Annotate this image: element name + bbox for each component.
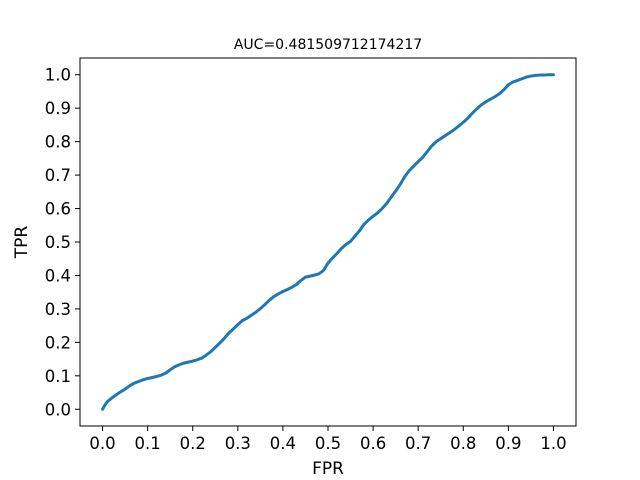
y-tick-label: 0.4 bbox=[45, 266, 71, 285]
y-axis-label: TPR bbox=[12, 226, 32, 260]
x-tick-label: 0.1 bbox=[135, 434, 161, 453]
x-tick-label: 0.7 bbox=[405, 434, 431, 453]
y-tick-label: 0.1 bbox=[45, 367, 71, 386]
y-tick-label: 1.0 bbox=[45, 66, 71, 85]
y-tick-label: 0.7 bbox=[45, 166, 71, 185]
y-tick-label: 0.3 bbox=[45, 300, 71, 319]
y-tick-label: 0.9 bbox=[45, 99, 71, 118]
x-axis-label: FPR bbox=[312, 459, 344, 479]
x-tick-label: 1.0 bbox=[540, 434, 566, 453]
y-tick-label: 0.2 bbox=[45, 333, 71, 352]
x-tick-label: 0.8 bbox=[450, 434, 476, 453]
plot-area: 0.0 0.1 0.2 0.3 0.4 0.5 0.6 0.7 0.8 0.9 1.0 0.0 0.1 0… bbox=[45, 57, 577, 453]
y-tick-label: 0.5 bbox=[45, 233, 71, 252]
x-tick-label: 0.5 bbox=[315, 434, 341, 453]
y-tick-label: 0.8 bbox=[45, 133, 71, 152]
roc-curve-line bbox=[101, 73, 555, 411]
x-tick-label: 0.2 bbox=[180, 434, 206, 453]
y-tick-label: 0.6 bbox=[45, 200, 71, 219]
x-tick-label: 0.3 bbox=[225, 434, 251, 453]
y-tick-label: 0.0 bbox=[45, 400, 71, 419]
x-tick-label: 0.4 bbox=[270, 434, 296, 453]
chart-title: AUC=0.481509712174217 bbox=[234, 37, 422, 53]
x-tick-label: 0.6 bbox=[360, 434, 386, 453]
plot-frame bbox=[79, 57, 577, 427]
x-tick-label: 0.9 bbox=[495, 434, 521, 453]
x-tick-label: 0.0 bbox=[89, 434, 115, 453]
